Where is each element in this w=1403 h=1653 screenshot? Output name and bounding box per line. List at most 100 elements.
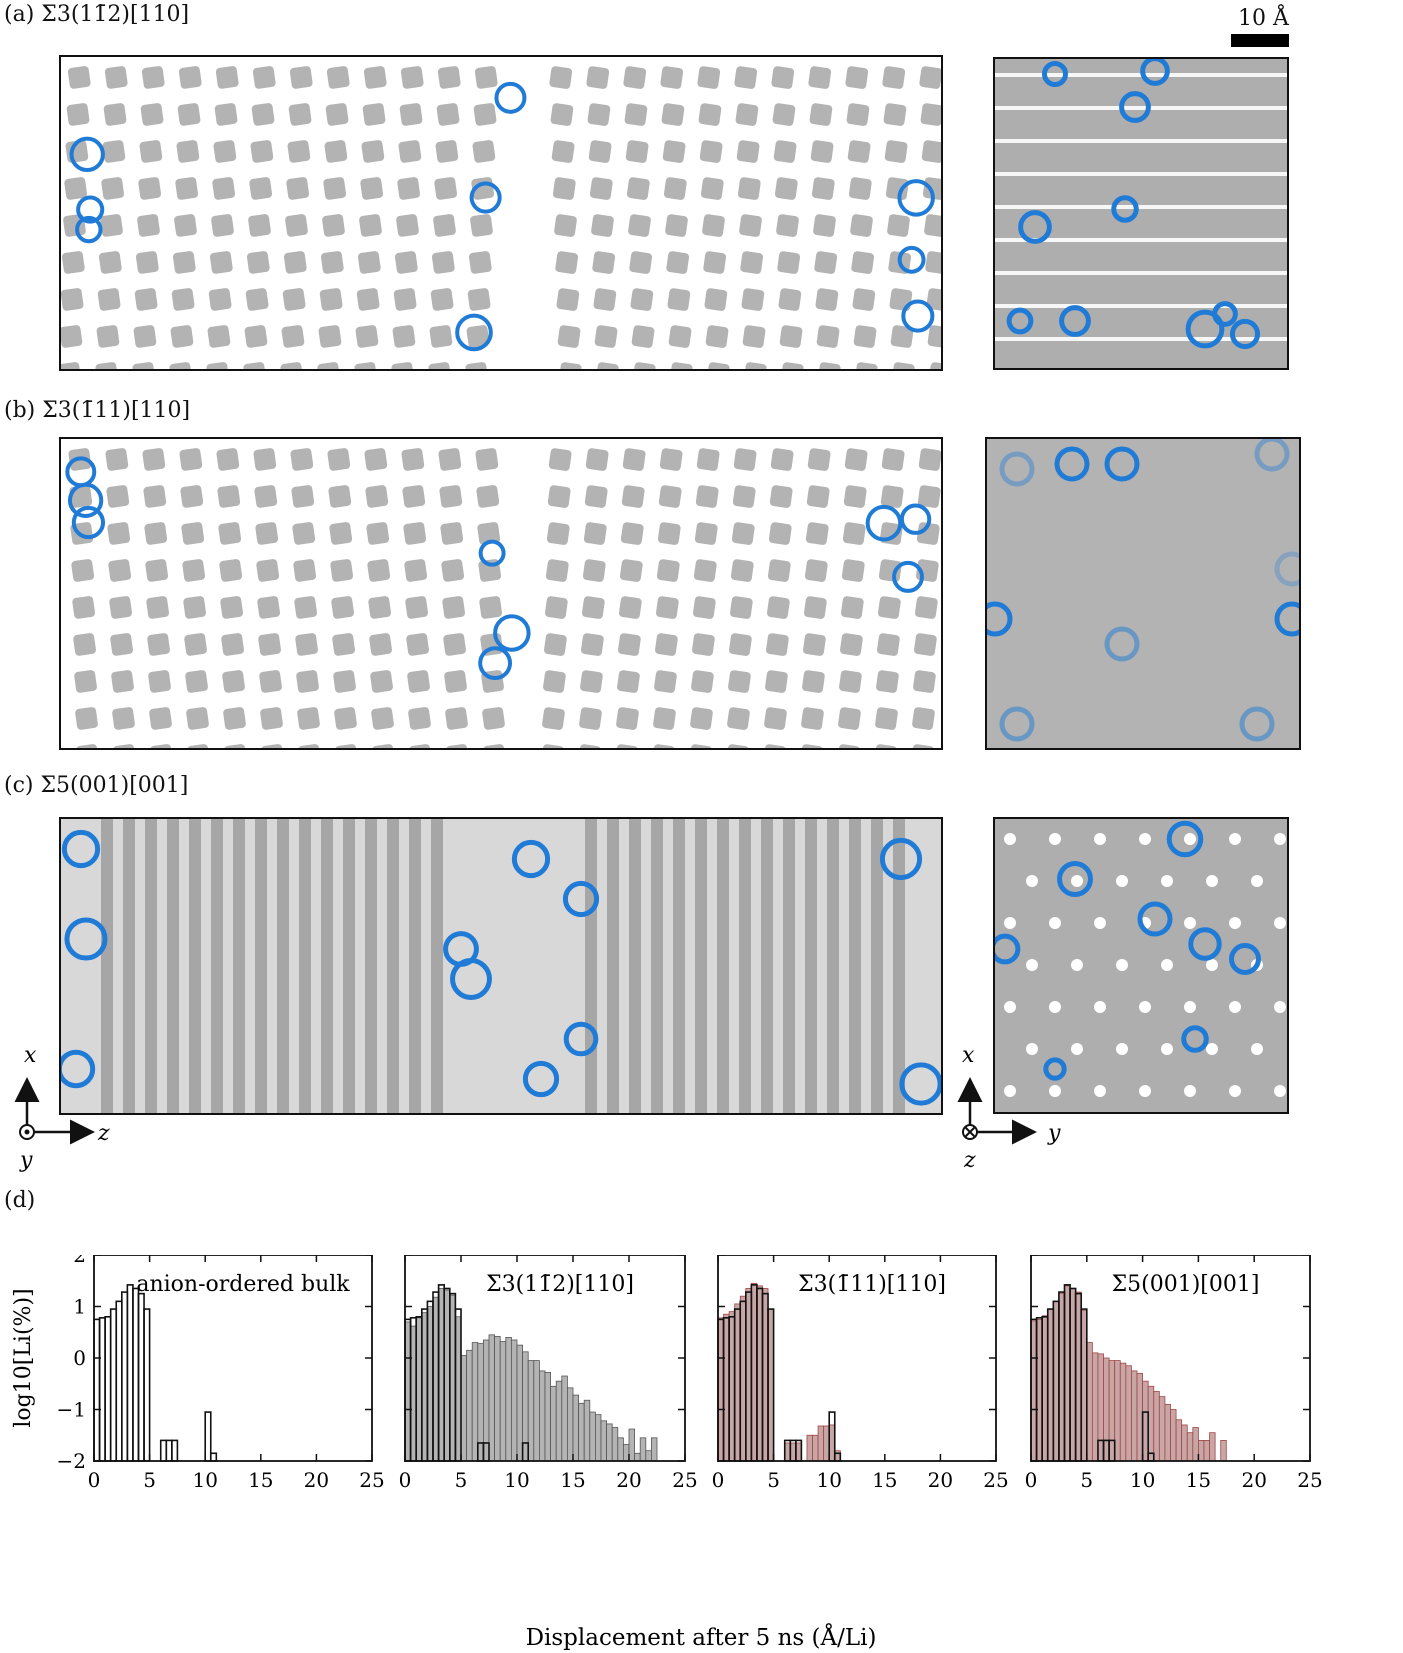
atom-cluster (317, 362, 341, 369)
atom-cluster (592, 251, 616, 274)
atom-cluster (734, 66, 758, 89)
atom-cluster (113, 744, 136, 748)
bar-grain-boundary (1125, 1365, 1132, 1462)
atom-cluster (626, 177, 650, 200)
atom-cluster (665, 214, 688, 237)
x-tick-label: 15 (248, 1468, 273, 1492)
atom-cluster (807, 448, 831, 471)
atom-cluster (64, 177, 88, 200)
bar-grain-boundary (1041, 1315, 1049, 1462)
bar-grain-boundary (617, 1437, 624, 1462)
atom-cluster (100, 214, 123, 237)
atom-cluster (96, 325, 120, 348)
atom-cluster (594, 325, 618, 348)
atom-cluster (772, 103, 796, 126)
snapshot-c-left (59, 817, 943, 1115)
atom-cluster (394, 251, 418, 274)
atom-background (987, 439, 1299, 748)
atom-column (805, 819, 817, 1113)
li-trajectory (1111, 195, 1139, 223)
bar-grain-boundary (806, 1434, 813, 1462)
bar-grain-boundary (1131, 1370, 1138, 1462)
bar-grain-boundary (1091, 1352, 1099, 1462)
bar-grain-boundary (750, 1282, 758, 1462)
atom-cluster (355, 325, 379, 348)
atom-cluster (853, 325, 877, 348)
atom-column (255, 819, 267, 1113)
atom-cluster (360, 177, 384, 200)
atom-cluster (693, 559, 717, 582)
atom-column (695, 819, 707, 1113)
atom-cluster (730, 559, 754, 582)
bar-grain-boundary (1114, 1360, 1121, 1462)
atom-vacancy (1026, 875, 1038, 887)
bar-grain-boundary (1069, 1288, 1077, 1462)
li-trajectory (1018, 210, 1052, 244)
atom-cluster (445, 707, 468, 730)
atom-cluster (667, 288, 691, 311)
atom-cluster (179, 448, 203, 471)
atom-column (717, 819, 729, 1113)
li-trajectory (1254, 439, 1290, 472)
atom-cluster (631, 325, 655, 348)
atom-cluster (625, 140, 649, 163)
atom-cluster (731, 522, 755, 545)
atom-cluster (774, 177, 798, 200)
atom-cluster (806, 485, 830, 508)
atom-vacancy (1049, 833, 1061, 845)
bar-bulk (143, 1308, 151, 1462)
bar-grain-boundary (1209, 1432, 1216, 1462)
atom-cluster (356, 288, 380, 311)
atom-cluster (470, 214, 493, 237)
atom-column (299, 819, 311, 1113)
atom-cluster (206, 362, 230, 369)
atom-cluster (706, 362, 730, 369)
atom-cluster (593, 288, 617, 311)
li-trajectory (1140, 59, 1170, 86)
atom-cluster (581, 633, 604, 656)
bar-bulk (159, 1439, 168, 1462)
atom-cluster (61, 325, 83, 348)
atom-cluster (698, 103, 722, 126)
atom-cluster (805, 522, 829, 545)
atom-cluster (396, 214, 419, 237)
bar-grain-boundary (1080, 1310, 1088, 1462)
atom-cluster (550, 103, 574, 126)
atom-cluster (141, 66, 165, 89)
atom-cluster (595, 362, 619, 369)
li-trajectory (1229, 318, 1261, 350)
bar-grain-boundary (789, 1442, 797, 1462)
atom-cluster (259, 670, 282, 693)
bar-grain-boundary (578, 1402, 585, 1462)
atom-cluster (552, 177, 576, 200)
bar-bulk (171, 1439, 179, 1462)
atom-cluster (735, 103, 759, 126)
atom-column (233, 819, 245, 1113)
atom-cluster (702, 214, 725, 237)
bar-grain-boundary (767, 1308, 774, 1462)
bar-bulk (137, 1292, 145, 1462)
x-tick-label: 10 (504, 1468, 529, 1492)
x-tick-label: 5 (143, 1468, 156, 1492)
atom-cluster (132, 362, 156, 369)
atom-cluster (438, 448, 462, 471)
x-tick-label: 20 (1241, 1468, 1266, 1492)
atom-column (849, 819, 861, 1113)
atom-cluster (912, 707, 935, 730)
atom-cluster (297, 707, 320, 730)
atom-cluster (331, 596, 354, 619)
atom-cluster (697, 66, 721, 89)
bar-grain-boundary (762, 1288, 769, 1462)
atom-cluster (803, 633, 826, 656)
y-tick-label: −1 (57, 1398, 86, 1422)
atom-cluster (180, 485, 204, 508)
atom-cluster (624, 103, 648, 126)
atom-cluster (740, 251, 764, 274)
atom-cluster (66, 103, 90, 126)
atom-cluster (430, 288, 454, 311)
atom-cluster (253, 448, 277, 471)
atom-cluster (654, 670, 677, 693)
atom-vacancy (1161, 1043, 1173, 1055)
li-trajectory (865, 504, 903, 542)
atom-cluster (884, 140, 908, 163)
